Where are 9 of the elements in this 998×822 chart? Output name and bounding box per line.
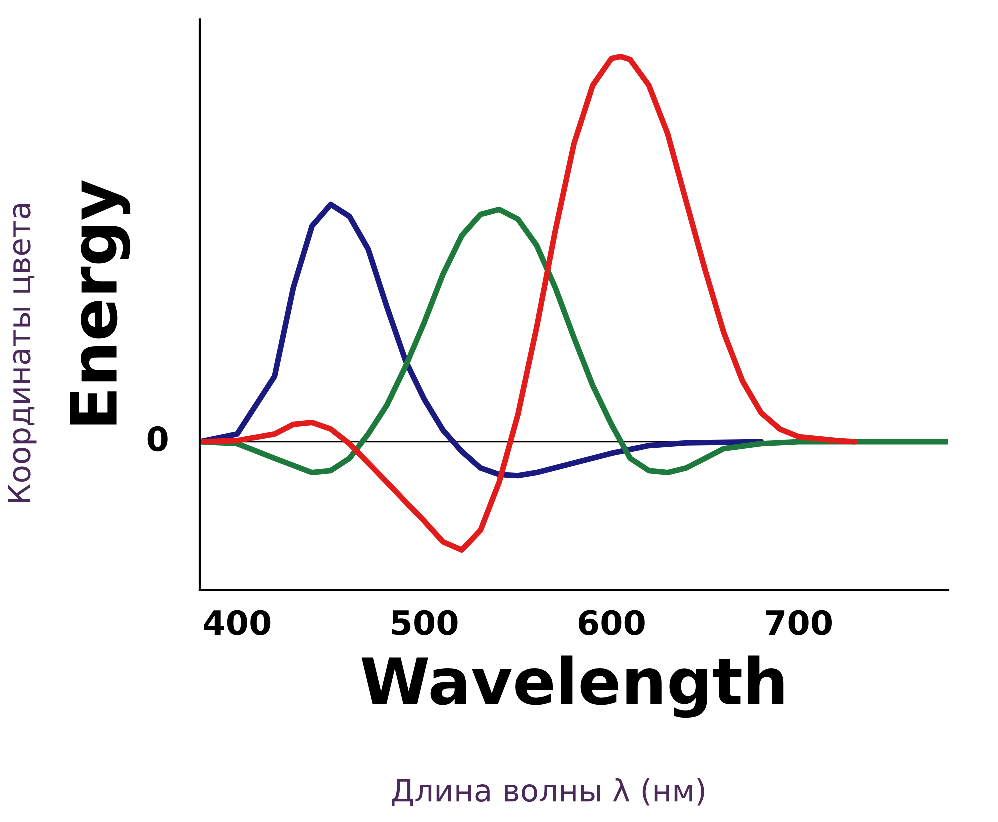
x-tick-label: 600: [578, 610, 645, 636]
text: Координаты цвета: [8, 204, 37, 502]
x-tick-label: 700: [766, 610, 832, 636]
x-tick-label: 400: [204, 610, 271, 636]
x-axis-title: Wavelength: [362, 656, 784, 718]
x-tick-label: 500: [392, 610, 458, 636]
text: Длина волны λ (нм): [392, 778, 704, 806]
y-axis-title: Energy: [70, 180, 131, 425]
ref-line-label: 0: [148, 426, 168, 452]
